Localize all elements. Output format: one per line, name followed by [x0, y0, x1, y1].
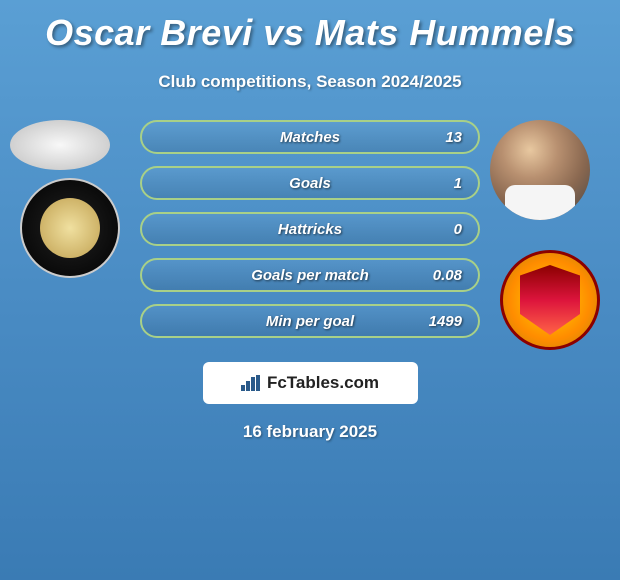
stat-rows: Matches 13 Goals 1 Hattricks 0 Goals per…: [140, 120, 480, 350]
stat-label: Matches: [158, 129, 462, 146]
bar-chart-icon: [241, 375, 261, 391]
stat-label: Min per goal: [158, 313, 462, 330]
player-right-avatar: [490, 120, 590, 220]
stat-row-hattricks: Hattricks 0: [140, 212, 480, 246]
stat-label: Hattricks: [158, 221, 462, 238]
stat-row-goals-per-match: Goals per match 0.08: [140, 258, 480, 292]
stat-row-matches: Matches 13: [140, 120, 480, 154]
team-right-badge: [500, 250, 600, 350]
season-subtitle: Club competitions, Season 2024/2025: [0, 72, 620, 92]
brand-label: FcTables.com: [267, 373, 379, 393]
comparison-title: Oscar Brevi vs Mats Hummels: [0, 0, 620, 54]
brand-box[interactable]: FcTables.com: [203, 362, 418, 404]
venezia-crest-icon: [40, 198, 100, 258]
stat-value-right: 1: [454, 175, 462, 192]
stat-label: Goals per match: [158, 267, 462, 284]
stat-value-right: 13: [445, 129, 462, 146]
stat-value-right: 0: [454, 221, 462, 238]
player-left-avatar-placeholder: [10, 120, 110, 170]
team-left-badge: [20, 178, 120, 278]
stat-label: Goals: [158, 175, 462, 192]
stat-value-right: 0.08: [433, 267, 462, 284]
date-label: 16 february 2025: [0, 422, 620, 442]
comparison-area: Matches 13 Goals 1 Hattricks 0 Goals per…: [0, 120, 620, 350]
stat-value-right: 1499: [429, 313, 462, 330]
stat-row-min-per-goal: Min per goal 1499: [140, 304, 480, 338]
stat-row-goals: Goals 1: [140, 166, 480, 200]
